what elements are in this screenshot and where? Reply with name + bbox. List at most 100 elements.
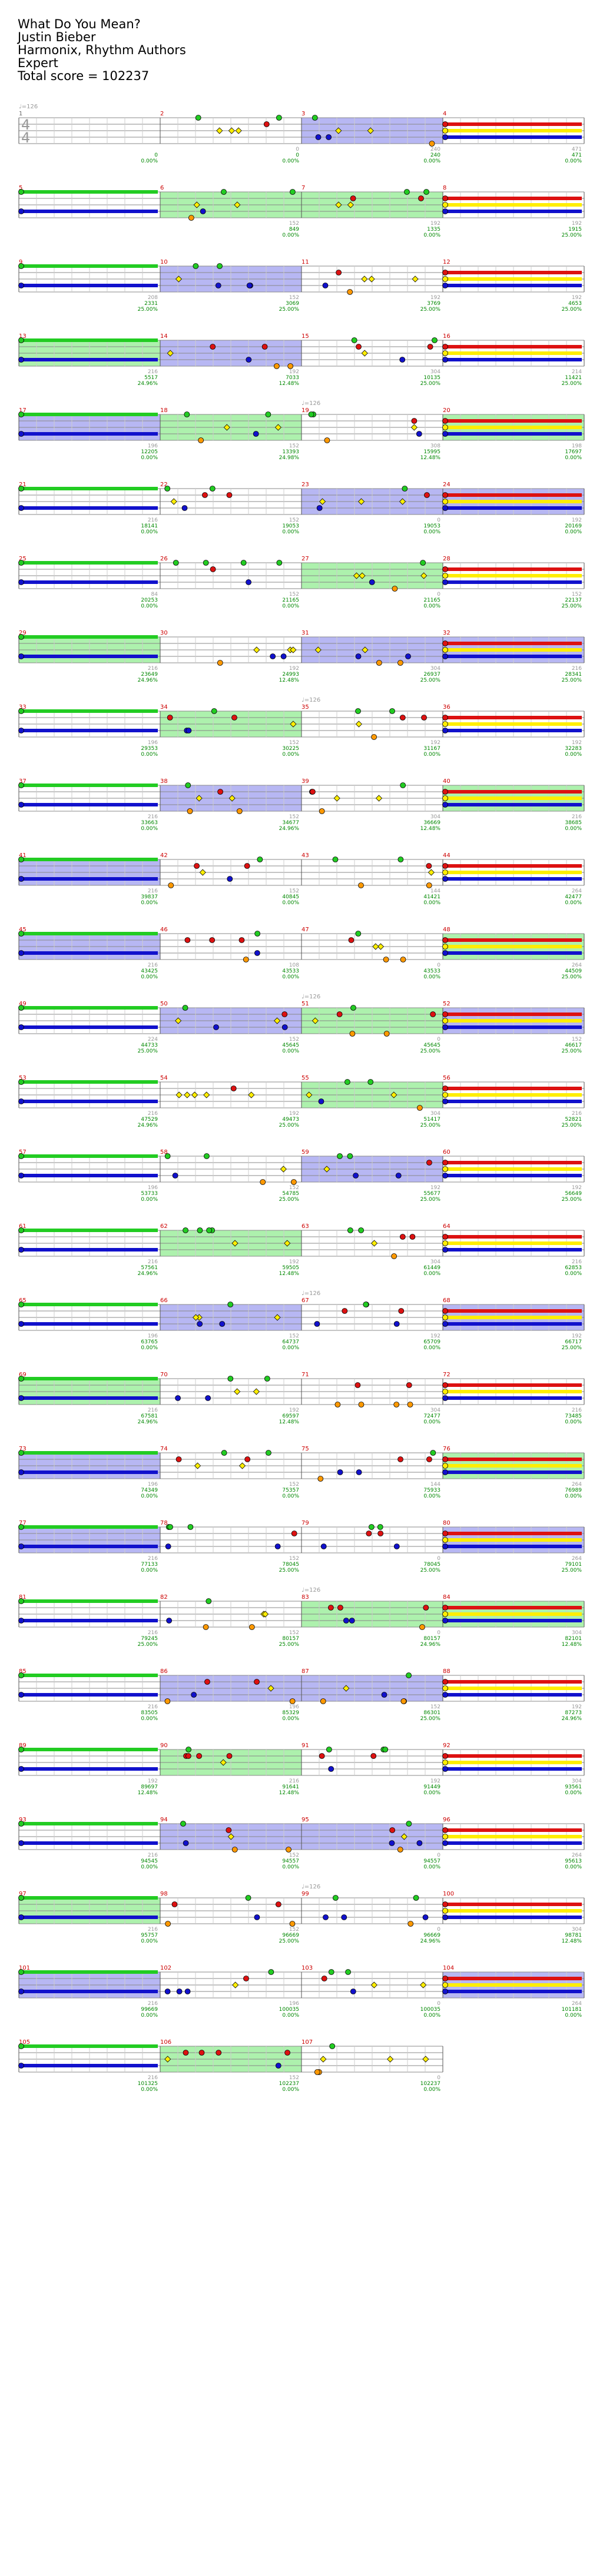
note <box>389 1827 396 1833</box>
measure-multiplier-pct: 12.48% <box>279 678 300 683</box>
sustain-note <box>445 1309 582 1313</box>
sustain-note <box>21 561 158 565</box>
measure-multiplier-pct: 25.00% <box>562 678 582 683</box>
note <box>420 560 426 566</box>
note <box>182 1005 188 1011</box>
measure-number: 87 <box>302 1668 309 1675</box>
sustain-note <box>445 945 582 948</box>
note <box>442 208 448 214</box>
measure-score: 849 <box>289 227 299 233</box>
note <box>204 1679 210 1685</box>
sustain-note <box>445 1754 582 1758</box>
measure-multiplier-pct: 0.00% <box>565 1419 582 1425</box>
measure-multiplier-pct: 25.00% <box>562 1345 582 1351</box>
note <box>420 572 428 579</box>
note <box>389 1840 395 1846</box>
measure-multiplier-pct: 0.00% <box>282 2013 299 2019</box>
beat-score: 216 <box>572 666 582 672</box>
note <box>18 802 24 808</box>
note <box>197 1227 203 1233</box>
note <box>274 1017 281 1024</box>
measure-multiplier-pct: 0.00% <box>423 1493 440 1499</box>
measure-score: 52821 <box>565 1117 582 1123</box>
measure-number: 34 <box>160 704 168 711</box>
measure-number: 46 <box>160 927 168 933</box>
measure-score: 86301 <box>423 1710 440 1716</box>
sustain-note <box>445 864 582 868</box>
note <box>209 937 216 943</box>
song-difficulty: Expert <box>18 56 58 70</box>
beat-score: 152 <box>289 740 299 746</box>
note <box>323 1914 329 1920</box>
note <box>184 1989 191 1994</box>
note <box>442 270 448 275</box>
note <box>317 1476 324 1482</box>
note <box>257 857 263 862</box>
note <box>18 950 24 956</box>
note <box>183 2050 189 2056</box>
measure-number: 54 <box>160 1075 168 1081</box>
note <box>442 869 448 875</box>
note <box>276 115 282 121</box>
measure-score: 62853 <box>565 1265 582 1271</box>
note <box>442 937 448 943</box>
note <box>398 1308 405 1314</box>
beat-score: 308 <box>430 443 440 449</box>
note <box>286 1847 291 1853</box>
note <box>183 1227 188 1233</box>
note <box>442 1092 448 1098</box>
note <box>367 1079 374 1085</box>
note <box>362 646 369 653</box>
note <box>268 1969 274 1975</box>
note <box>442 202 448 208</box>
note <box>213 1024 219 1030</box>
note <box>442 1011 448 1017</box>
sustain-note <box>21 2064 158 2067</box>
beat-score: 192 <box>430 1185 440 1191</box>
note <box>18 560 24 566</box>
sustain-note <box>21 1525 158 1529</box>
note <box>377 1524 383 1530</box>
measure-number: 58 <box>160 1149 168 1156</box>
note <box>18 1766 24 1772</box>
sustain-note <box>445 1990 582 1993</box>
note <box>223 424 230 431</box>
sustain-note <box>445 129 582 132</box>
note <box>261 344 268 350</box>
sustain-note <box>445 1761 582 1764</box>
note <box>232 1981 239 1989</box>
sustain-note <box>445 729 582 732</box>
note <box>328 1766 334 1772</box>
note <box>194 1462 201 1469</box>
beat-score: 216 <box>148 1704 158 1710</box>
measure-multiplier-pct: 0.00% <box>423 158 440 164</box>
note <box>442 1166 448 1172</box>
measure-score: 89697 <box>141 1784 158 1790</box>
note <box>355 931 362 937</box>
beat-score: 192 <box>289 369 299 375</box>
measure-score: 2331 <box>144 301 158 307</box>
measure-number: 7 <box>302 185 305 191</box>
beat-score: 216 <box>148 888 158 894</box>
measure-score: 57561 <box>141 1265 158 1271</box>
measure-number: 2 <box>160 111 164 117</box>
note <box>442 1395 448 1401</box>
note <box>198 437 204 443</box>
note <box>254 1914 260 1920</box>
measure-number: 3 <box>302 111 305 117</box>
song-artist: Justin Bieber <box>18 30 96 44</box>
measure-multiplier-pct: 0.00% <box>282 974 299 980</box>
note <box>442 1605 448 1611</box>
measure-number: 98 <box>160 1891 168 1897</box>
measure-multiplier-pct: 0.00% <box>565 1493 582 1499</box>
note <box>442 1308 448 1314</box>
sustain-note <box>21 432 158 436</box>
measure-number: 88 <box>443 1668 450 1675</box>
note <box>335 201 342 208</box>
beat-score: 264 <box>572 1853 582 1858</box>
note <box>322 283 329 288</box>
sustain-note <box>21 858 158 861</box>
note <box>442 195 448 201</box>
beat-score: 240 <box>430 147 440 152</box>
measure-score: 3069 <box>286 301 299 307</box>
